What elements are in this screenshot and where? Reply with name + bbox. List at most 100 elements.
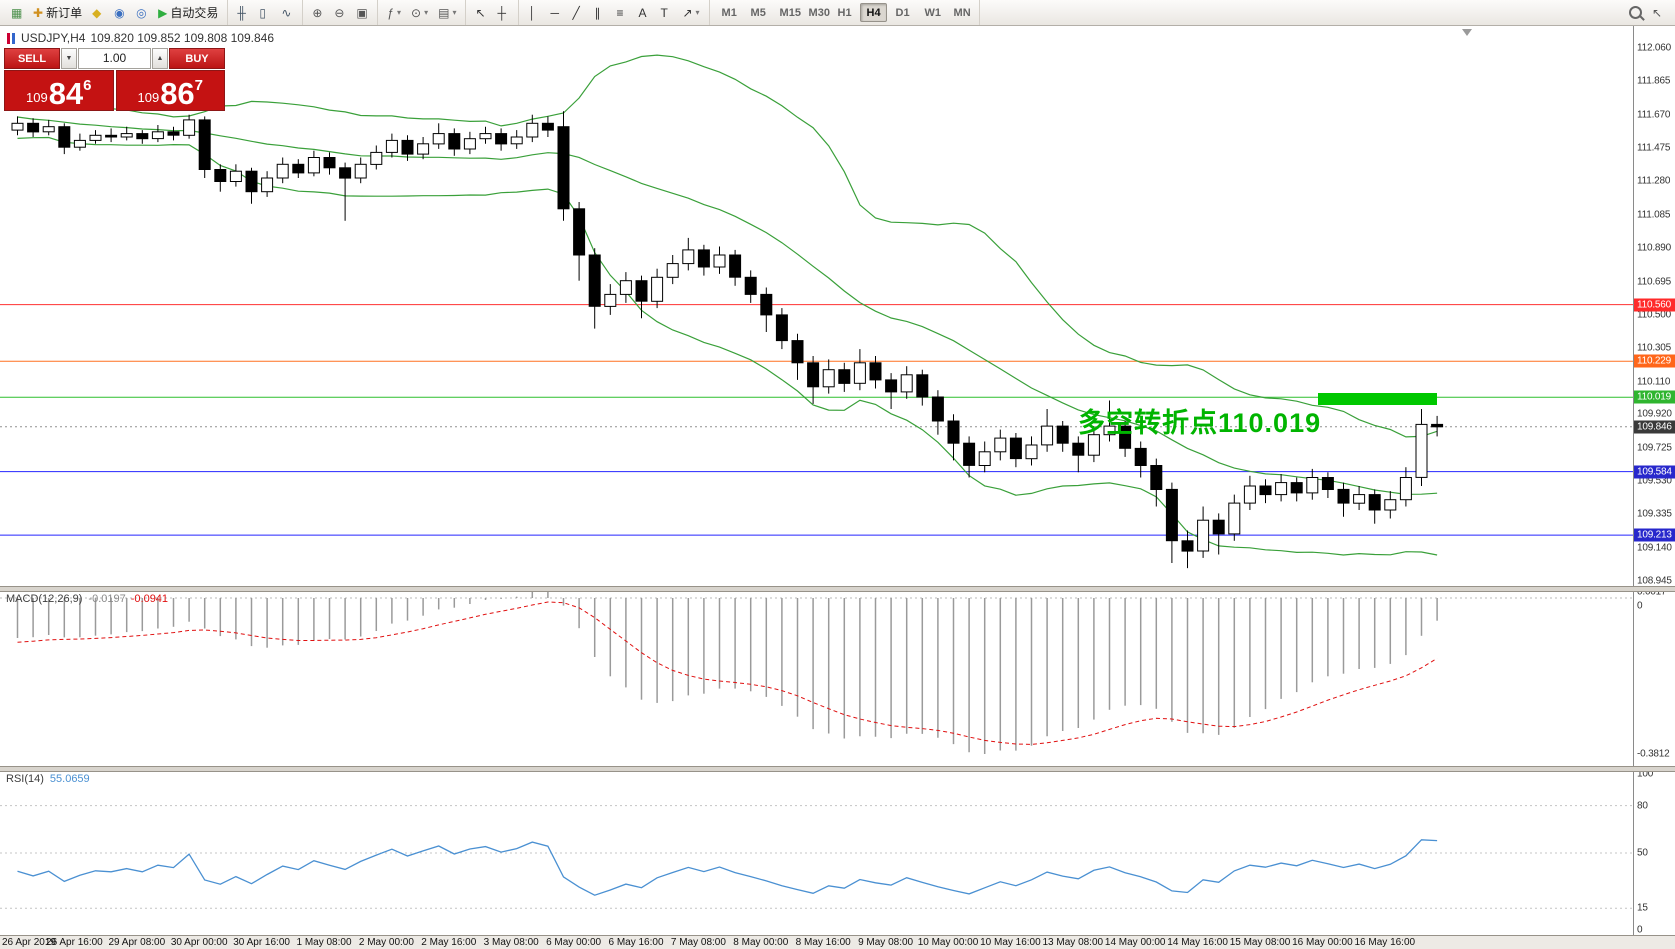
fibonacci-tool-button[interactable]: ≡ xyxy=(612,3,632,23)
zoom-out-button[interactable]: ⊖ xyxy=(330,3,350,23)
autotrading-button[interactable]: ▶ 自动交易 xyxy=(154,3,222,23)
price-tag-109.213[interactable]: 109.213 xyxy=(1634,528,1675,542)
macd-histogram xyxy=(16,591,1438,754)
horizontal-line-tool-icon: ─ xyxy=(550,5,559,20)
templates-button[interactable]: ▤ ▾ xyxy=(434,3,460,23)
timeframe-M5[interactable]: M5 xyxy=(744,3,771,22)
text-tool-button[interactable]: A xyxy=(634,3,654,23)
price-tag-110.229[interactable]: 110.229 xyxy=(1634,354,1675,368)
dropdown-arrow-icon: ▾ xyxy=(397,8,402,17)
sell-price-display[interactable]: 109 84 6 xyxy=(4,70,114,111)
navigator-icon: ◎ xyxy=(136,5,147,20)
candle xyxy=(89,130,102,144)
timeframe-M30[interactable]: M30 xyxy=(802,3,830,22)
time-axis-label: 10 May 16:00 xyxy=(980,937,1041,948)
candle xyxy=(541,116,554,137)
candle xyxy=(526,114,539,143)
buy-price-pip: 7 xyxy=(194,77,204,94)
chart-plot[interactable] xyxy=(0,0,1633,936)
candle xyxy=(588,248,601,329)
time-axis[interactable]: 26 Apr 2019 26 Apr 16:00 29 Apr 08:00 30 Ap… xyxy=(0,935,1675,949)
line-chart-mode-button[interactable]: ∿ xyxy=(277,3,297,23)
candle xyxy=(27,118,40,137)
candle xyxy=(73,133,86,151)
trendline-tool-button[interactable]: ╱ xyxy=(568,3,588,23)
arrows-tool-button[interactable]: ↗ ▾ xyxy=(678,3,703,23)
timeframe-D1[interactable]: D1 xyxy=(889,3,916,22)
new-chart-button[interactable]: ▦ xyxy=(7,3,27,23)
time-axis-label: 8 May 00:00 xyxy=(733,937,789,948)
crosshair-tool-icon: ┼ xyxy=(497,5,506,20)
highlight-rectangle[interactable] xyxy=(1318,393,1437,405)
cursor-tool-button[interactable]: ↖ xyxy=(471,3,491,23)
candle xyxy=(1353,486,1366,510)
candle-chart-mode-button[interactable]: ▯ xyxy=(255,3,275,23)
volume-decrease-button[interactable]: ▼ xyxy=(61,48,77,69)
candle xyxy=(635,275,648,319)
candle xyxy=(604,284,617,315)
macd-axis-label: 0.0017 xyxy=(1637,586,1667,598)
candle xyxy=(510,130,523,149)
candle xyxy=(1087,426,1100,463)
panel-splitter-rsi[interactable] xyxy=(0,766,1675,772)
symbol-label: USDJPY,H4 xyxy=(21,31,86,45)
price-tag-109.584[interactable]: 109.584 xyxy=(1634,465,1675,479)
time-axis-label: 26 Apr 16:00 xyxy=(46,937,103,948)
new-order-button[interactable]: ✚ 新订单 xyxy=(29,3,86,23)
time-axis-label: 1 May 08:00 xyxy=(296,937,352,948)
zoom-in-icon: ⊕ xyxy=(312,5,323,20)
fibonacci-tool-icon: ≡ xyxy=(616,5,624,20)
panel-splitter-macd[interactable] xyxy=(0,586,1675,592)
tile-windows-button[interactable]: ▣ xyxy=(352,3,372,23)
crosshair-tool-button[interactable]: ┼ xyxy=(493,3,513,23)
candle xyxy=(822,359,835,394)
candle xyxy=(1056,421,1069,452)
candle xyxy=(1259,479,1272,504)
trade-panel-controls: SELL ▼ 1.00 ▲ BUY xyxy=(4,48,225,69)
market-watch-button[interactable]: ◉ xyxy=(110,3,130,23)
price-tag-110.019[interactable]: 110.019 xyxy=(1634,390,1675,404)
candle xyxy=(1368,489,1381,524)
cursor-tool-icon: ↖ xyxy=(475,5,486,20)
macd-axis-label: -0.3812 xyxy=(1637,748,1670,760)
volume-increase-button[interactable]: ▲ xyxy=(152,48,168,69)
buy-price-main: 86 xyxy=(160,75,195,111)
horizontal-line-tool-button[interactable]: ─ xyxy=(546,3,566,23)
timeframe-M1[interactable]: M1 xyxy=(715,3,742,22)
autotrading-button-label: 自动交易 xyxy=(170,6,219,20)
timeframe-H1[interactable]: H1 xyxy=(831,3,858,22)
macd-axis-label: 0 xyxy=(1637,600,1643,612)
price-axis-label: 111.085 xyxy=(1637,209,1671,221)
zoom-in-button[interactable]: ⊕ xyxy=(308,3,328,23)
periods-button[interactable]: ⊙ ▾ xyxy=(407,3,432,23)
search-button[interactable] xyxy=(1625,3,1646,23)
candle xyxy=(1415,409,1428,486)
pointer-button[interactable]: ↖ xyxy=(1648,3,1668,23)
candle xyxy=(729,249,742,286)
timeframe-M15[interactable]: M15 xyxy=(773,3,801,22)
volume-input[interactable]: 1.00 xyxy=(78,48,151,69)
sell-price-main: 84 xyxy=(48,75,84,111)
buy-price-display[interactable]: 109 86 7 xyxy=(115,70,225,111)
candle xyxy=(229,164,242,187)
buy-button[interactable]: BUY xyxy=(169,48,225,69)
navigator-button[interactable]: ◎ xyxy=(132,3,152,23)
bar-chart-mode-button[interactable]: ╫ xyxy=(233,3,253,23)
price-axis[interactable]: 112.060 111.865 111.670 111.475 111.280 111.0… xyxy=(1633,26,1675,936)
timeframe-W1[interactable]: W1 xyxy=(918,3,945,22)
vertical-line-tool-button[interactable]: │ xyxy=(524,3,544,23)
annotation-text[interactable]: 多空转折点110.019 xyxy=(1078,408,1322,438)
channel-tool-button[interactable]: ∥ xyxy=(590,3,610,23)
dropdown-arrow-icon: ▾ xyxy=(424,8,429,17)
metaeditor-button[interactable]: ◆ xyxy=(88,3,108,23)
candle xyxy=(385,133,398,158)
sell-button[interactable]: SELL xyxy=(4,48,60,69)
timeframe-MN[interactable]: MN xyxy=(947,3,974,22)
timeframe-H4[interactable]: H4 xyxy=(859,3,887,22)
indicators-button[interactable]: ƒ ▾ xyxy=(383,3,405,23)
macd-signal-value: -0.0941 xyxy=(130,593,169,605)
label-tool-button[interactable]: T xyxy=(656,3,676,23)
symbol-ohlc: 109.820 109.852 109.808 109.846 xyxy=(90,31,274,45)
price-tag-110.560[interactable]: 110.560 xyxy=(1634,298,1675,312)
